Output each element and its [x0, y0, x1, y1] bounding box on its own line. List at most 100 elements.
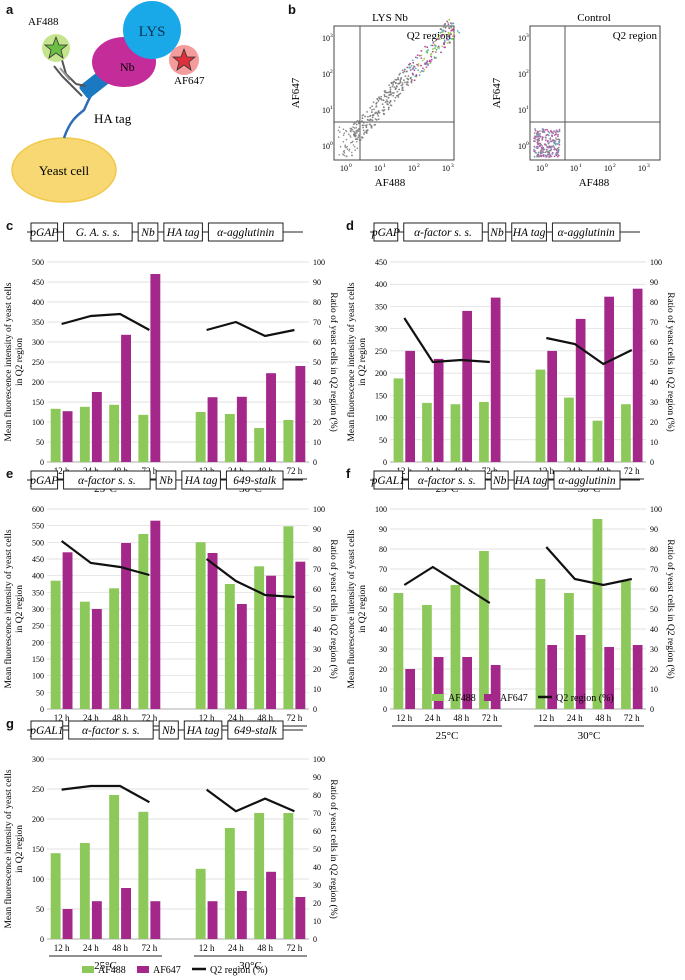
flow-title: LYS Nb — [372, 12, 408, 24]
flow-event-dot — [554, 131, 557, 134]
flow-xtick-exp: 3 — [647, 163, 650, 169]
flow-event-dot — [557, 146, 560, 149]
flow-event-dot — [555, 129, 558, 132]
y-tick-label: 250 — [32, 358, 44, 367]
flow-event-dot — [558, 128, 561, 131]
flow-event-dot — [419, 71, 422, 74]
flow-xtick: 10 — [638, 164, 646, 173]
flow-event-dot — [438, 34, 441, 37]
bar-af488 — [109, 795, 120, 939]
flow-event-dot — [389, 100, 392, 103]
flow-event-dot — [345, 146, 347, 149]
y2-axis-title: Ratio of yeast cells in Q2 region (%) — [665, 292, 676, 432]
flow-event-dot — [430, 44, 433, 47]
chart-g: pGAL1 α-factor s. s. Nb HA tag 649-stalk 0 50 1… — [3, 720, 339, 972]
y-tick-label: 200 — [375, 369, 387, 378]
flow-event-dot — [414, 56, 417, 59]
flow-event-dot — [420, 50, 423, 52]
flow-ylabel: AF647 — [491, 77, 503, 108]
flow-event-dot — [384, 90, 387, 92]
bar-af647 — [632, 645, 643, 709]
flow-event-dot — [558, 143, 561, 146]
flow-ytick-exp: 1 — [526, 105, 529, 111]
flow-event-dot — [447, 35, 450, 38]
bar-af488 — [254, 813, 265, 939]
y2-tick-label: 30 — [313, 881, 321, 890]
flow-event-dot — [446, 42, 449, 44]
bar-af647 — [266, 575, 276, 709]
construct-element-label: HA tag — [512, 227, 546, 239]
group-label: 25°C — [94, 960, 117, 972]
bar-af647 — [295, 561, 306, 709]
q2-line-25°C — [403, 565, 491, 604]
flow-xtick-exp: 2 — [613, 163, 616, 169]
flow-event-dot — [441, 34, 444, 37]
yeast-cell-label: Yeast cell — [39, 163, 90, 178]
flow-event-dot — [369, 115, 371, 118]
flow-event-dot — [551, 145, 554, 148]
flow-event-dot — [376, 112, 379, 115]
y-tick-label: 30 — [379, 645, 387, 654]
y2-axis-title: Ratio of yeast cells in Q2 region (%) — [328, 292, 339, 432]
flow-event-dot — [382, 112, 385, 115]
flow-event-dot — [410, 81, 413, 84]
y2-tick-label: 100 — [650, 505, 662, 514]
y-tick-label: 50 — [36, 688, 44, 697]
bar-af488 — [50, 580, 61, 709]
flow-event-dot — [348, 148, 351, 151]
x-tick-label: 48 h — [595, 713, 611, 723]
flow-ytick-exp: 2 — [526, 69, 529, 75]
construct-element-box — [181, 470, 221, 490]
bar-af488 — [109, 404, 120, 462]
flow-event-dot — [544, 151, 547, 154]
flow-event-dot — [406, 81, 409, 84]
flow-event-dot — [404, 68, 406, 71]
flow-event-dot — [366, 129, 369, 132]
y2-tick-label: 20 — [650, 665, 658, 674]
y2-tick-label: 100 — [313, 505, 325, 514]
flow-event-dot — [375, 101, 378, 104]
flow-event-dot — [438, 47, 440, 49]
bar-af647 — [462, 310, 472, 462]
construct-element-label: α-agglutinin — [558, 227, 615, 239]
flow-event-dot — [413, 69, 416, 72]
flow-event-dot — [398, 88, 401, 91]
x-tick-label: 72 h — [287, 943, 303, 953]
y-axis-title-line2: in Q2 region — [15, 338, 25, 386]
flow-event-dot — [381, 109, 384, 112]
flow-event-dot — [346, 145, 349, 148]
flow-plot-control: Control Q2 region AF647 AF488 10 010 010 11… — [491, 12, 661, 189]
y2-tick-label: 70 — [313, 318, 321, 327]
flow-event-dot — [389, 88, 392, 91]
construct-element-box — [553, 470, 621, 490]
flow-event-dot — [403, 70, 406, 73]
flow-event-dot — [386, 100, 389, 103]
bar-af647 — [150, 901, 161, 939]
bar-af647 — [547, 645, 557, 709]
bar-af488 — [138, 414, 149, 462]
flow-event-dot — [372, 101, 375, 104]
construct-element-label: HA tag — [186, 725, 220, 737]
flow-event-dot — [548, 156, 550, 158]
flow-event-dot — [392, 92, 394, 94]
x-tick-label: 48 h — [257, 713, 273, 723]
construct-element-box — [68, 720, 154, 740]
group-label: 30°C — [239, 960, 262, 972]
y2-tick-label: 40 — [313, 378, 321, 387]
x-tick-label: 72 h — [624, 713, 640, 723]
construct-element-label: G. A. s. s. — [76, 227, 120, 239]
flow-event-dot — [546, 150, 548, 153]
y-tick-label: 450 — [32, 555, 44, 564]
flow-event-dot — [402, 89, 404, 91]
flow-xtick-exp: 0 — [545, 163, 548, 169]
flow-event-dot — [536, 153, 539, 156]
flow-event-dot — [365, 124, 367, 127]
bar-af488 — [79, 601, 90, 709]
y2-tick-label: 0 — [313, 935, 317, 944]
flow-event-dot — [356, 147, 359, 150]
lysozyme-label: LYS — [139, 24, 166, 40]
y2-tick-label: 50 — [313, 358, 321, 367]
bar-af647 — [150, 274, 161, 462]
bar-af647 — [405, 350, 415, 462]
bar-af488 — [254, 428, 265, 462]
